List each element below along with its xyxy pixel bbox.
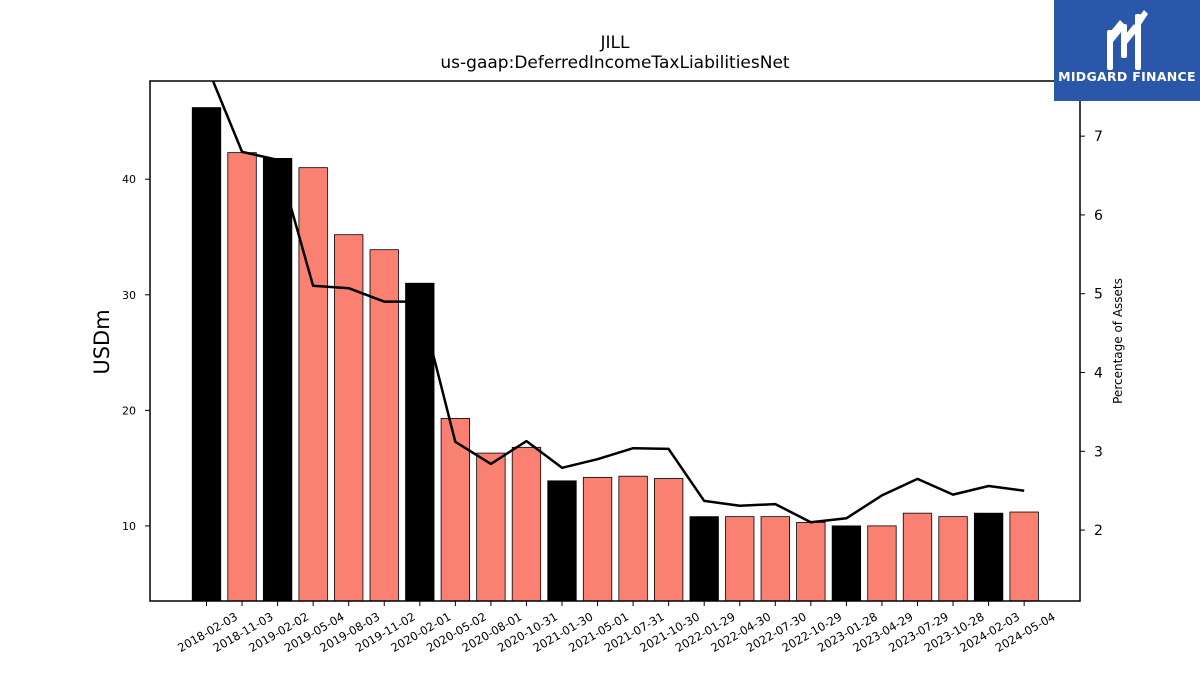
bar [476, 452, 506, 602]
line-series [211, 81, 1025, 524]
left-tick-label: 10 [122, 520, 136, 533]
right-tick-label: 2 [1094, 523, 1103, 539]
bar [547, 480, 577, 602]
midgard-logo-icon [1107, 10, 1148, 70]
bar [725, 516, 755, 602]
bar [618, 475, 648, 602]
bar [405, 282, 435, 602]
left-axis-label: USDm [90, 309, 114, 374]
left-tick-label: 30 [122, 289, 136, 302]
bar [831, 525, 862, 602]
left-tick-label: 40 [122, 173, 136, 186]
percentage-line [211, 81, 1025, 524]
bar [440, 418, 471, 602]
right-axis-ticks: 2 3 4 5 6 7 [1080, 129, 1103, 539]
bar [689, 516, 719, 602]
bar [867, 525, 897, 602]
logo-text: MIDGARD FINANCE [1058, 69, 1196, 84]
bar-series [191, 107, 1039, 602]
bar [902, 512, 933, 602]
right-tick-label: 5 [1094, 287, 1103, 303]
bar [298, 167, 328, 602]
bar [760, 516, 790, 602]
right-tick-label: 7 [1094, 129, 1103, 145]
bar [1009, 511, 1039, 602]
left-axis-ticks: 10 20 30 40 [122, 173, 150, 533]
bar [191, 107, 222, 602]
bar [796, 522, 826, 602]
right-tick-label: 3 [1094, 444, 1103, 460]
bar [973, 512, 1004, 602]
bar [369, 249, 399, 602]
chart-title: JILL [600, 33, 630, 53]
chart-subtitle: us-gaap:DeferredIncomeTaxLiabilitiesNet [440, 53, 790, 73]
x-axis-ticks: 2018-02-032018-11-032019-02-022019-05-04… [175, 601, 1058, 655]
midgard-finance-logo: MIDGARD FINANCE [1054, 0, 1200, 101]
bar [582, 476, 613, 602]
bar [938, 516, 968, 602]
plot-frame [149, 80, 1081, 602]
left-tick-label: 20 [122, 404, 136, 417]
right-tick-label: 6 [1094, 208, 1103, 224]
bar [511, 446, 542, 602]
bar [262, 158, 293, 602]
bar [654, 478, 684, 602]
bar [334, 234, 364, 602]
bar [227, 152, 257, 602]
right-tick-label: 4 [1094, 366, 1103, 382]
right-axis-label: Percentage of Assets [1111, 278, 1125, 404]
